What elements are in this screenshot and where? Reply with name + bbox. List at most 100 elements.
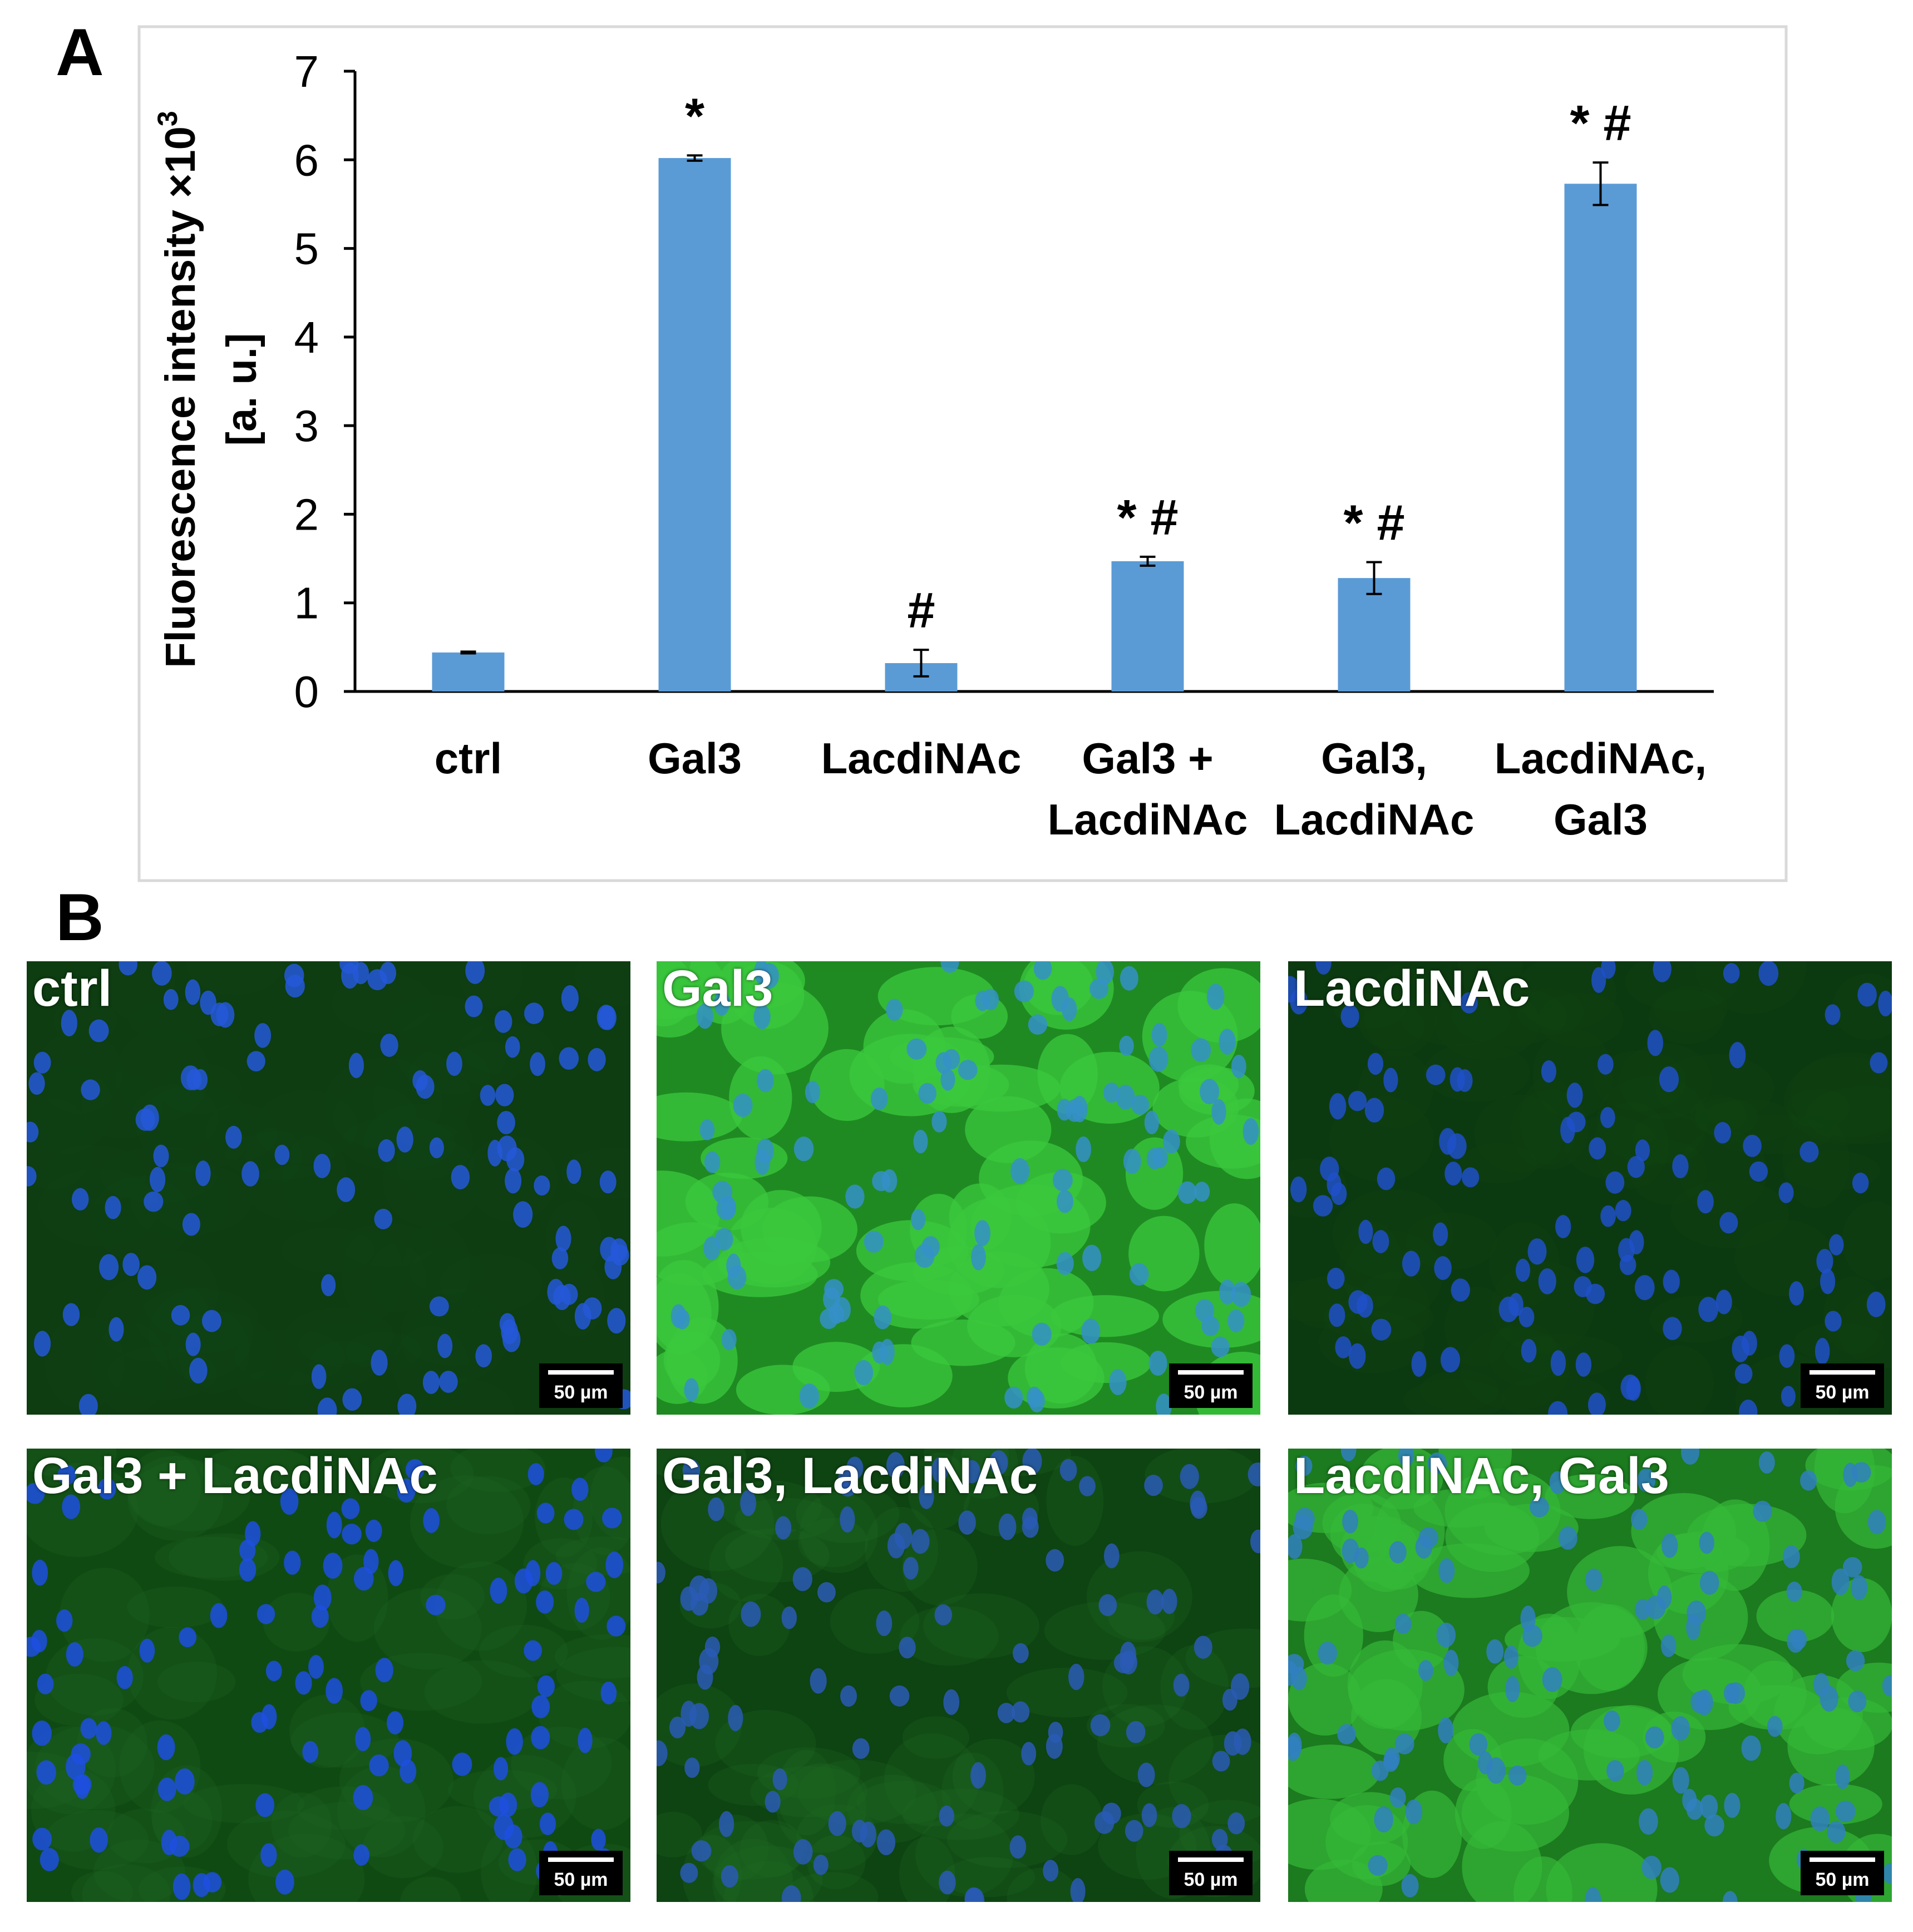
micrograph-panel: Gal3 50 µm [657,961,1260,1415]
cell-body [783,1872,879,1902]
cell-nucleus [1660,1634,1677,1657]
cell-body [574,961,630,1006]
cell-nucleus [1749,1161,1768,1182]
cell-nucleus [1033,961,1052,980]
cell-body [1401,989,1511,1046]
cell-body [473,1755,576,1838]
cell-nucleus [88,1019,109,1042]
cell-nucleus [1799,1141,1819,1163]
cell-nucleus [733,1093,753,1118]
significance-label-5: * # [1570,96,1631,151]
cell-nucleus [109,1317,124,1342]
cell-nucleus [81,1079,100,1100]
cell-nucleus [1882,1675,1892,1697]
cell-body [1783,1057,1892,1145]
cell-nucleus [1146,1589,1164,1615]
cell-nucleus [62,1494,81,1519]
cell-nucleus [551,1247,569,1269]
cell-nucleus [918,1083,937,1104]
cell-body [200,1449,316,1493]
micrograph-panel: Gal3, LacdiNAc 50 µm [657,1449,1260,1902]
cell-nucleus [781,1606,797,1629]
cell-body [960,1449,1071,1476]
cell-body [1006,1667,1128,1718]
cell-nucleus [326,1511,342,1539]
cell-nucleus [405,1459,425,1480]
cell-nucleus [1515,1258,1530,1282]
cell-nucleus [1743,1134,1762,1157]
cell-nucleus [1010,1158,1030,1184]
cell-nucleus [317,1397,337,1415]
cell-nucleus [1722,1891,1738,1902]
cell-nucleus [27,1166,37,1187]
cell-nucleus [919,1484,934,1509]
cell-nucleus [241,1161,259,1187]
cell-body [157,1661,236,1702]
panel-b-label: B [56,880,104,955]
cell-body [1791,1052,1892,1138]
cell-nucleus [1113,1652,1134,1673]
cell-nucleus [1315,961,1332,975]
cell-nucleus [36,1760,56,1785]
cell-body [1041,1784,1103,1855]
scale-bar-label: 50 µm [1815,1869,1870,1890]
cell-body [363,1816,443,1879]
cell-nucleus [1671,1716,1690,1741]
cell-nucleus [571,1478,589,1501]
cell-body [1517,988,1584,1035]
cell-nucleus [80,1718,97,1739]
cell-nucleus [970,1762,986,1789]
scale-bar-line [1810,1857,1875,1862]
cell-body [271,1792,332,1858]
cell-nucleus [852,1738,870,1759]
cell-nucleus [534,1175,550,1196]
cell-nucleus [1231,1054,1246,1079]
cell-nucleus [437,1333,453,1358]
cell-nucleus [943,1689,960,1715]
cell-body [413,1806,504,1873]
cell-nucleus [1576,1247,1595,1273]
cell-body [797,1760,917,1825]
y-axis-title-superscript: 3 [152,111,183,126]
cell-nucleus [1418,1527,1439,1548]
micrograph-image [1288,1449,1892,1902]
cell-nucleus [914,1244,935,1268]
cell-nucleus [1402,1251,1421,1277]
cell-nucleus [32,1827,52,1851]
cell-nucleus [1508,1293,1524,1317]
cell-nucleus [374,1208,393,1229]
cell-nucleus [704,1151,721,1173]
cell-nucleus [341,1498,360,1519]
cell-nucleus [810,1668,827,1694]
cell-body [701,1814,768,1882]
cell-nucleus [1810,1806,1830,1831]
cell-nucleus [1129,1263,1149,1286]
cell-nucleus [1219,1279,1236,1305]
cell-body [93,1839,185,1902]
cell-nucleus [1048,1721,1063,1743]
cell-nucleus [1364,1098,1384,1123]
cell-body [1501,1375,1610,1415]
cell-body [1452,986,1567,1046]
cell-nucleus [574,1598,589,1623]
cell-nucleus [1715,1289,1732,1315]
cell-nucleus [1288,1534,1303,1559]
cell-nucleus [682,1459,701,1482]
cell-nucleus [564,1509,584,1530]
scale-bar-label: 50 µm [1815,1382,1870,1403]
cell-body [1789,1783,1882,1825]
cell-nucleus [61,1010,77,1036]
cell-body [1654,986,1728,1032]
cell-nucleus [1782,1545,1800,1569]
cell-nucleus [1601,961,1616,979]
cell-nucleus [1148,1351,1167,1376]
cell-nucleus [588,1047,606,1071]
cell-nucleus [1690,1691,1710,1713]
cell-body [136,1287,259,1354]
cell-body [554,1634,630,1679]
cell-nucleus [386,1711,404,1735]
cell-body [1710,1114,1832,1154]
cell-nucleus [1056,1190,1074,1213]
cell-body [96,1275,210,1362]
cell-nucleus [583,1297,602,1320]
